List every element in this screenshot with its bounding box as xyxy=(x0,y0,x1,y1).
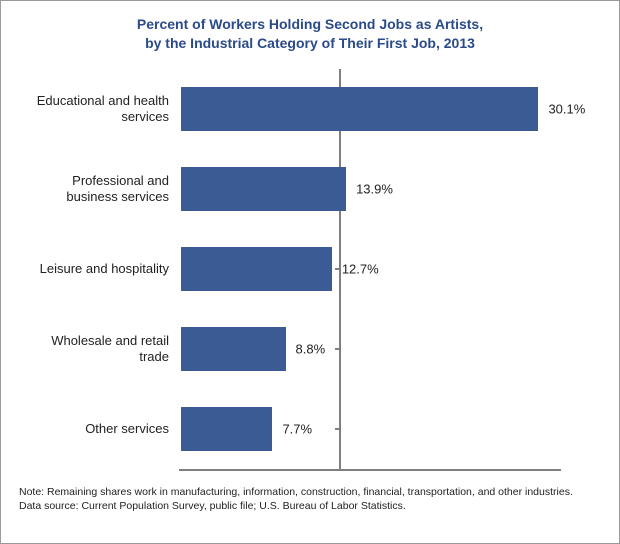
plot-area: Educational and health services30.1%Prof… xyxy=(179,69,601,469)
value-label: 30.1% xyxy=(538,101,585,116)
category-label: Professional and business services xyxy=(19,173,177,206)
title-line-1: Percent of Workers Holding Second Jobs a… xyxy=(137,16,483,32)
bar xyxy=(181,407,272,451)
value-label: 13.9% xyxy=(346,181,393,196)
bar xyxy=(181,247,332,291)
chart-title: Percent of Workers Holding Second Jobs a… xyxy=(19,15,601,53)
category-label: Wholesale and retail trade xyxy=(19,333,177,366)
chart-frame: Percent of Workers Holding Second Jobs a… xyxy=(0,0,620,544)
value-label: 7.7% xyxy=(272,421,312,436)
bar xyxy=(181,167,346,211)
note-line-2: Data source: Current Population Survey, … xyxy=(19,500,406,512)
bar-row: Other services7.7% xyxy=(179,389,601,469)
category-label: Other services xyxy=(19,421,177,437)
bar-row: Educational and health services30.1% xyxy=(179,69,601,149)
category-label: Educational and health services xyxy=(19,93,177,126)
bar xyxy=(181,87,538,131)
chart-note: Note: Remaining shares work in manufactu… xyxy=(19,485,601,513)
bar-row: Leisure and hospitality12.7% xyxy=(179,229,601,309)
value-label: 12.7% xyxy=(332,261,379,276)
bar xyxy=(181,327,286,371)
x-axis xyxy=(179,469,561,471)
chart-area: Educational and health services30.1%Prof… xyxy=(19,69,601,471)
value-label: 8.8% xyxy=(286,341,326,356)
bar-row: Professional and business services13.9% xyxy=(179,149,601,229)
title-line-2: by the Industrial Category of Their Firs… xyxy=(145,35,475,51)
bar-row: Wholesale and retail trade8.8% xyxy=(179,309,601,389)
category-label: Leisure and hospitality xyxy=(19,261,177,277)
note-line-1: Note: Remaining shares work in manufactu… xyxy=(19,486,573,498)
